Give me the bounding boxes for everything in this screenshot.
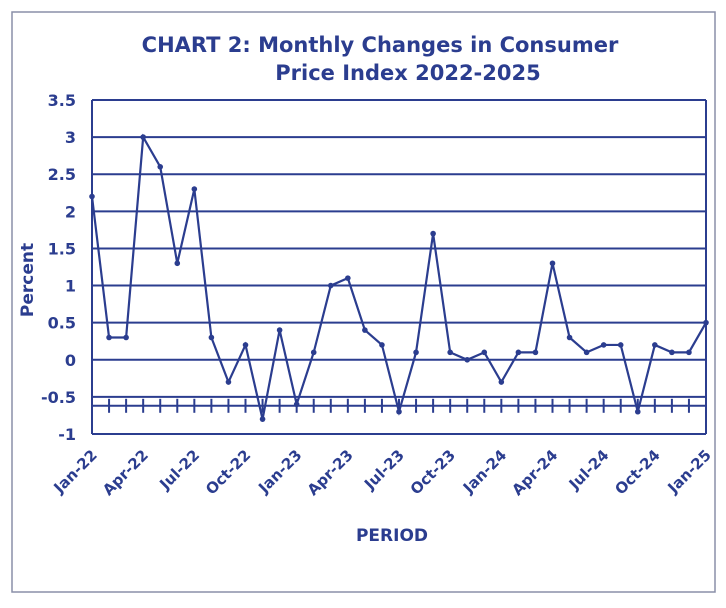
- point: [703, 319, 709, 326]
- y-tick-label: -0.5: [41, 388, 76, 407]
- y-tick-label: 2: [65, 202, 76, 221]
- chart-title: Price Index 2022-2025: [275, 61, 540, 85]
- point: [583, 349, 590, 356]
- point: [208, 334, 215, 341]
- point: [634, 408, 641, 415]
- point: [481, 349, 488, 356]
- point: [327, 282, 334, 289]
- point: [686, 349, 692, 356]
- chart-title: CHART 2: Monthly Changes in Consumer: [142, 33, 619, 57]
- point: [532, 349, 539, 356]
- point: [617, 342, 624, 348]
- point: [652, 342, 658, 348]
- point: [157, 164, 164, 170]
- point: [600, 342, 607, 348]
- point: [123, 334, 129, 341]
- y-tick-label: -1: [58, 425, 76, 444]
- y-tick-label: 1.5: [48, 239, 76, 258]
- y-tick-label: 2.5: [48, 165, 76, 184]
- y-tick-label: 3.5: [48, 91, 76, 110]
- point: [498, 379, 505, 385]
- point: [225, 379, 232, 385]
- point: [413, 349, 419, 356]
- point: [430, 230, 436, 237]
- point: [362, 327, 368, 333]
- point: [293, 401, 300, 408]
- point: [669, 349, 675, 356]
- y-tick-label: 3: [65, 128, 76, 147]
- y-tick-label: 0: [65, 351, 76, 370]
- y-tick-label: 0.5: [48, 314, 76, 333]
- point: [242, 342, 249, 348]
- point: [174, 260, 181, 267]
- x-axis-label: PERIOD: [356, 526, 428, 546]
- point: [345, 275, 351, 281]
- point: [464, 356, 471, 363]
- point: [106, 334, 112, 341]
- point: [140, 134, 146, 140]
- point: [566, 334, 573, 341]
- point: [259, 416, 266, 422]
- y-tick-label: 1: [65, 277, 76, 296]
- y-axis-label: Percent: [18, 243, 38, 317]
- point: [89, 193, 95, 200]
- point: [191, 186, 198, 192]
- point: [276, 327, 283, 333]
- point: [310, 349, 317, 356]
- point: [396, 408, 402, 415]
- point: [515, 349, 522, 356]
- point: [379, 342, 385, 348]
- point: [549, 260, 556, 267]
- point: [447, 349, 453, 356]
